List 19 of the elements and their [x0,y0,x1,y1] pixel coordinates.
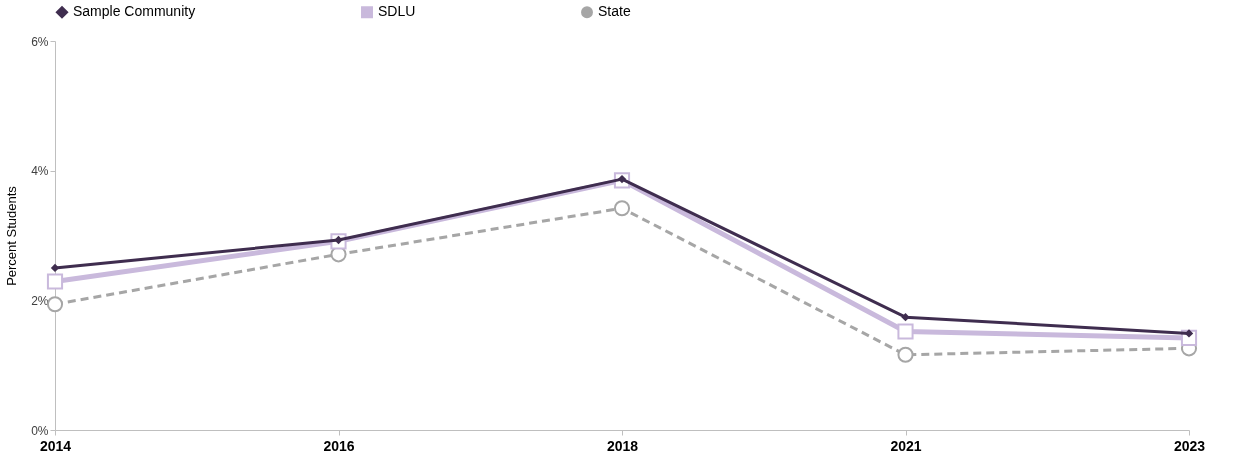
x-tick-label: 2016 [323,437,355,454]
y-tick-label: 6% [31,34,49,49]
y-tick-label: 4% [31,164,49,179]
legend-label: State [598,3,631,20]
legend-label: SDLU [378,3,416,20]
point [901,313,910,322]
point [46,273,64,290]
point [46,296,64,313]
x-tick-label: 2018 [606,437,639,454]
point [897,346,914,363]
x-tick-label: 2014 [39,437,72,454]
point [613,200,631,217]
legend-label: Sample Community [73,3,196,20]
y-axis-title: Percent Students [4,185,20,286]
y-tick-label: 0% [31,423,49,438]
point [897,323,914,340]
x-tick-label: 2021 [890,437,922,454]
x-tick-label: 2023 [1173,437,1206,454]
y-tick-label: 2% [31,293,49,308]
